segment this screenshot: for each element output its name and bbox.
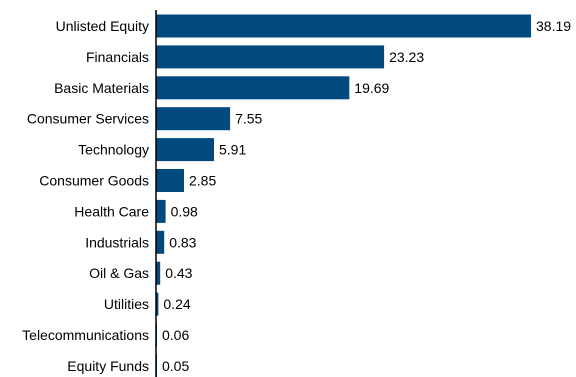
category-label-utilities: Utilities [104, 296, 149, 312]
category-label-basic-materials: Basic Materials [54, 80, 149, 96]
bars-group [156, 14, 531, 377]
category-label-unlisted-equity: Unlisted Equity [56, 18, 149, 34]
category-label-consumer-goods: Consumer Goods [39, 173, 149, 189]
category-label-technology: Technology [78, 142, 149, 158]
value-label-technology: 5.91 [219, 142, 246, 158]
category-label-equity-funds: Equity Funds [67, 358, 149, 374]
value-label-telecommunications: 0.06 [162, 327, 189, 343]
bar-utilities [156, 292, 159, 316]
category-label-telecommunications: Telecommunications [22, 327, 149, 343]
bar-industrials [156, 230, 165, 254]
category-labels-group: Unlisted Equity Financials Basic Materials… [22, 18, 149, 374]
value-label-equity-funds: 0.05 [162, 358, 189, 374]
value-label-utilities: 0.24 [163, 296, 190, 312]
bar-consumer-goods [156, 169, 184, 192]
value-label-financials: 23.23 [389, 49, 424, 65]
bar-unlisted-equity [156, 14, 531, 38]
value-label-consumer-goods: 2.85 [189, 173, 216, 189]
bar-basic-materials [156, 76, 350, 100]
bar-consumer-services [156, 107, 231, 131]
value-label-basic-materials: 19.69 [354, 80, 389, 96]
bar-financials [156, 45, 385, 69]
category-label-industrials: Industrials [85, 234, 149, 250]
category-label-health-care: Health Care [74, 203, 149, 219]
value-label-industrials: 0.83 [169, 234, 196, 250]
value-label-oil-and-gas: 0.43 [165, 265, 192, 281]
bar-health-care [156, 199, 166, 223]
value-label-unlisted-equity: 38.19 [536, 18, 571, 34]
category-label-oil-and-gas: Oil & Gas [89, 265, 149, 281]
value-label-consumer-services: 7.55 [235, 111, 262, 127]
category-label-consumer-services: Consumer Services [27, 111, 149, 127]
bar-technology [156, 138, 214, 162]
category-label-financials: Financials [86, 49, 149, 65]
bar-oil-and-gas [156, 261, 161, 285]
value-label-health-care: 0.98 [171, 203, 198, 219]
